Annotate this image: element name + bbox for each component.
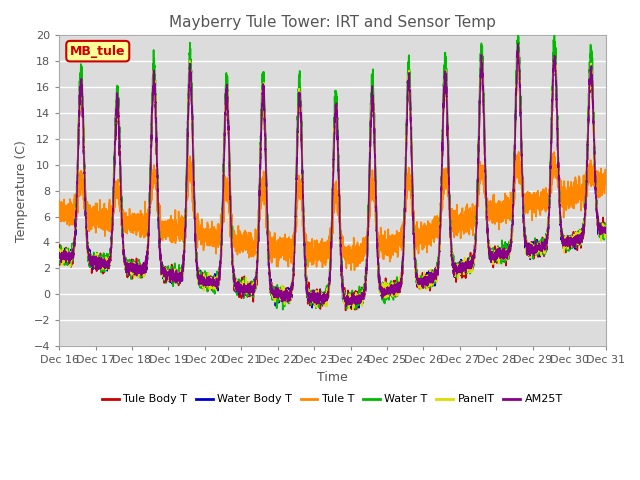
X-axis label: Time: Time <box>317 371 348 384</box>
Legend: Tule Body T, Water Body T, Tule T, Water T, PanelT, AM25T: Tule Body T, Water Body T, Tule T, Water… <box>97 390 567 409</box>
Y-axis label: Temperature (C): Temperature (C) <box>15 140 28 241</box>
Title: Mayberry Tule Tower: IRT and Sensor Temp: Mayberry Tule Tower: IRT and Sensor Temp <box>169 15 496 30</box>
Text: MB_tule: MB_tule <box>70 45 125 58</box>
